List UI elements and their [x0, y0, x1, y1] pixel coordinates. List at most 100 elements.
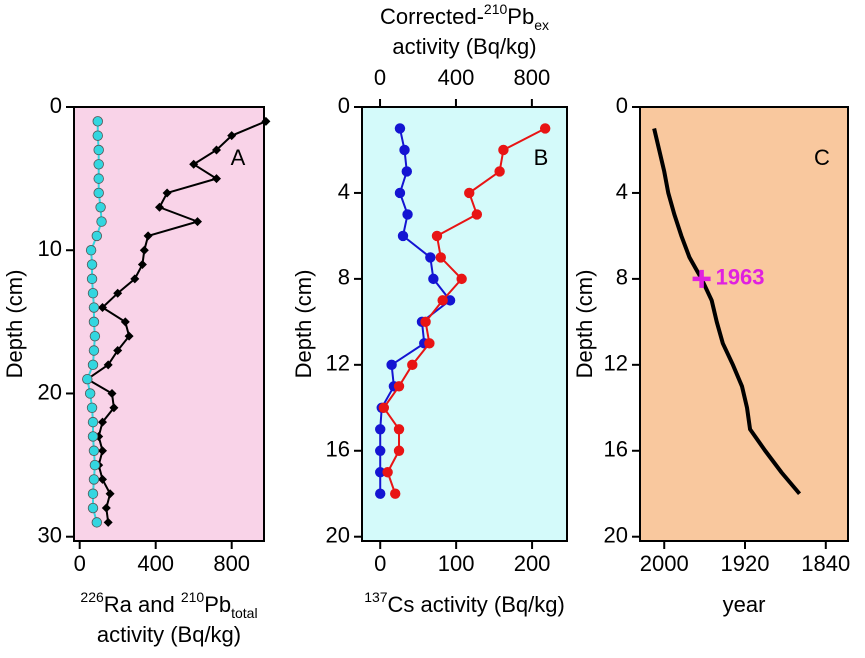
y-tick-label: 4: [616, 179, 628, 204]
point: [390, 488, 401, 499]
point: [394, 187, 406, 199]
point: [88, 345, 100, 356]
x-tick-label: 0: [374, 551, 386, 576]
point: [378, 402, 390, 413]
point: [130, 274, 140, 284]
point: [103, 517, 113, 527]
point: [261, 116, 271, 126]
point: [464, 187, 475, 199]
point: [375, 488, 386, 499]
series-line: [652, 128, 802, 496]
point: [113, 345, 123, 355]
point: [86, 259, 98, 270]
x-tick-label: 1920: [721, 551, 770, 576]
x-axis-label: 226Ra and 210Pbtotal: [80, 589, 257, 621]
point: [98, 446, 107, 456]
point: [124, 331, 134, 341]
point: [98, 417, 107, 427]
point: [91, 517, 103, 528]
point: [394, 123, 406, 134]
x-tick-label: 100: [438, 551, 475, 576]
point: [87, 359, 99, 371]
y-tick-label: 16: [604, 437, 628, 462]
x-axis-label-part: total: [231, 605, 257, 621]
point: [424, 338, 435, 349]
panel-label: A: [231, 145, 246, 170]
point: [105, 489, 115, 499]
x-axis-label-part: Ra and: [104, 592, 181, 617]
y-axis-label: Depth (cm): [572, 270, 597, 379]
y-tick-label: 8: [616, 265, 628, 290]
x2-axis-label-part: activity (Bq/kg): [392, 34, 536, 59]
point: [155, 202, 164, 212]
point: [93, 159, 104, 170]
y-axis-label: Depth (cm): [2, 270, 27, 379]
point: [382, 467, 393, 478]
point: [92, 130, 103, 141]
point: [87, 288, 99, 299]
point: [87, 416, 99, 428]
point: [393, 445, 405, 456]
point: [456, 273, 467, 285]
x-tick-label: 800: [213, 551, 250, 576]
point: [86, 402, 98, 413]
y-tick-label: 20: [326, 523, 350, 548]
x-axis-label-part: 210: [181, 589, 205, 605]
point: [386, 359, 397, 371]
plot-area: [639, 106, 849, 542]
point: [397, 230, 409, 242]
point: [212, 174, 221, 184]
x-tick-label: 400: [137, 551, 174, 576]
point: [101, 503, 111, 513]
point: [420, 316, 431, 328]
x-tick-label: 0: [74, 551, 86, 576]
point: [113, 288, 123, 298]
point: [107, 388, 117, 398]
x-axis-label-part: year: [723, 592, 766, 617]
point: [139, 245, 149, 255]
x-axis-label-part: 137: [364, 589, 388, 605]
plot-area: [361, 106, 568, 542]
point: [435, 252, 446, 263]
annotation-marker: [692, 269, 711, 288]
point: [498, 144, 509, 156]
y-tick-label: 16: [326, 437, 350, 462]
point: [425, 252, 436, 263]
point: [393, 381, 405, 392]
point: [109, 403, 119, 413]
y-tick-label: 12: [326, 351, 350, 376]
y-tick-label: 4: [338, 179, 350, 204]
point: [93, 173, 104, 184]
plot-area: [73, 106, 265, 542]
point: [85, 245, 97, 256]
y-tick-label: 10: [38, 236, 62, 261]
point: [98, 474, 107, 484]
x2-axis-label-part: ex: [534, 17, 549, 33]
x-axis-label-part: activity (Bq/kg): [97, 622, 241, 647]
point: [98, 303, 107, 313]
panel-label: B: [534, 145, 549, 170]
point: [82, 373, 93, 385]
x2-tick-label: 0: [374, 65, 386, 90]
point: [407, 359, 418, 371]
x2-axis-label-part: Pb: [507, 4, 534, 29]
point: [401, 166, 412, 177]
y-tick-label: 0: [338, 93, 350, 118]
y-tick-label: 8: [338, 265, 350, 290]
point: [162, 188, 172, 198]
point: [87, 431, 99, 442]
x-tick-label: 200: [514, 551, 551, 576]
point: [89, 330, 101, 342]
annotation-label: 1963: [716, 265, 765, 290]
y-tick-label: 30: [38, 523, 62, 548]
point: [87, 502, 99, 514]
x-tick-label: 1840: [801, 551, 850, 576]
point: [93, 144, 104, 156]
y-axis-label: Depth (cm): [291, 270, 316, 379]
y-tick-label: 20: [604, 523, 628, 548]
point: [87, 488, 99, 499]
x-axis-label-part: Cs activity (Bq/kg): [388, 592, 565, 617]
point: [227, 131, 237, 141]
y-tick-label: 20: [38, 379, 62, 404]
point: [91, 230, 103, 242]
